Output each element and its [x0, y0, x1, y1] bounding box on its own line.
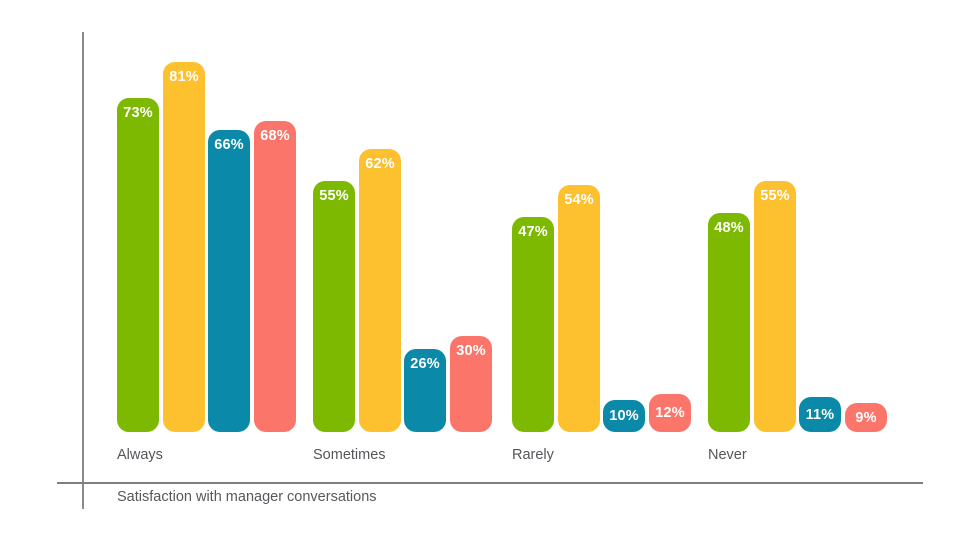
bar-always-yellow: 81% [163, 62, 205, 432]
bar-value-label: 55% [760, 188, 790, 204]
bar-rarely-teal: 10% [603, 400, 645, 432]
bar-value-label: 26% [410, 356, 440, 372]
category-label-always: Always [117, 447, 163, 463]
bar-sometimes-teal: 26% [404, 349, 446, 432]
category-label-never: Never [708, 447, 747, 463]
bar-value-label: 66% [214, 137, 244, 153]
bar-rarely-green: 47% [512, 217, 554, 432]
bar-value-label: 73% [123, 105, 153, 121]
bar-value-label: 54% [564, 192, 594, 208]
bar-rarely-yellow: 54% [558, 185, 600, 432]
bar-value-label: 68% [260, 128, 290, 144]
y-axis-line [82, 32, 84, 509]
bar-value-label: 48% [714, 220, 744, 236]
bar-always-green: 73% [117, 98, 159, 432]
chart-caption: Satisfaction with manager conversations [117, 489, 377, 505]
bar-rarely-salmon: 12% [649, 394, 691, 432]
bar-sometimes-yellow: 62% [359, 149, 401, 432]
bar-value-label: 81% [169, 69, 199, 85]
bar-sometimes-salmon: 30% [450, 336, 492, 432]
bar-always-salmon: 68% [254, 121, 296, 432]
x-axis-line [57, 482, 923, 484]
bar-value-label: 62% [365, 156, 395, 172]
bar-value-label: 30% [456, 343, 486, 359]
category-label-sometimes: Sometimes [313, 447, 386, 463]
bar-value-label: 55% [319, 188, 349, 204]
bar-value-label: 9% [855, 409, 877, 426]
bar-never-yellow: 55% [754, 181, 796, 432]
bar-never-teal: 11% [799, 397, 841, 432]
bar-value-label: 12% [655, 405, 685, 421]
bar-never-green: 48% [708, 213, 750, 432]
bar-value-label: 11% [805, 406, 835, 423]
bar-value-label: 10% [609, 408, 639, 424]
bar-value-label: 47% [518, 224, 548, 240]
bar-always-teal: 66% [208, 130, 250, 432]
category-label-rarely: Rarely [512, 447, 554, 463]
bar-never-salmon: 9% [845, 403, 887, 432]
bar-sometimes-green: 55% [313, 181, 355, 432]
